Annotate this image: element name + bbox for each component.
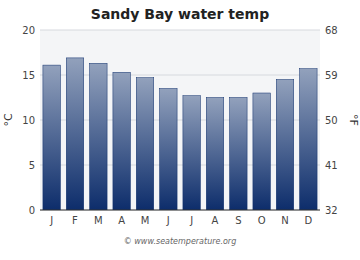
y-tick-label: 0 xyxy=(29,205,35,216)
x-tick-label: J xyxy=(166,215,170,226)
x-tick-label: S xyxy=(235,215,241,226)
chart-svg: 0 5 10 15 20 32 41 50 59 68 J F M A M J J A S O N D Sandy Bay … xyxy=(0,0,360,260)
page: {"chart_data": {"type": "bar", "title": … xyxy=(0,0,360,260)
x-tick-label: M xyxy=(94,215,103,226)
watermark: © www.seatemperature.org xyxy=(124,237,236,246)
y2-tick-label: 59 xyxy=(325,70,338,81)
x-tick-label: N xyxy=(281,215,288,226)
x-tick-label: J xyxy=(189,215,193,226)
y2-axis-label: °F xyxy=(347,114,360,126)
grid-line xyxy=(40,30,320,31)
y2-tick-label: 32 xyxy=(325,205,338,216)
bar xyxy=(300,69,318,210)
bar xyxy=(66,58,84,210)
plot-background xyxy=(40,30,320,210)
y-axis-label: °C xyxy=(2,113,15,127)
x-tick-label: D xyxy=(304,215,312,226)
bar xyxy=(160,89,178,211)
chart-container: 0 5 10 15 20 32 41 50 59 68 J F M A M J J A S O N D Sandy Bay … xyxy=(0,0,360,260)
title: Sandy Bay water temp xyxy=(91,6,269,22)
bar xyxy=(113,72,130,210)
y-tick-label: 5 xyxy=(29,160,35,171)
x-tick-label: O xyxy=(258,215,266,226)
x-tick-label: M xyxy=(141,215,150,226)
bar xyxy=(206,98,224,211)
y2-tick-label: 50 xyxy=(325,115,338,126)
bar xyxy=(183,96,201,210)
x-tick-label: A xyxy=(212,215,219,226)
bar xyxy=(136,78,154,210)
y-tick-label: 15 xyxy=(22,70,35,81)
x-tick-label: F xyxy=(72,215,78,226)
bar xyxy=(253,93,271,210)
x-axis-line xyxy=(40,210,320,211)
x-tick-label: J xyxy=(49,215,53,226)
grid-line xyxy=(40,210,320,211)
y-tick-label: 10 xyxy=(22,115,35,126)
bar xyxy=(43,65,61,210)
y-tick-label: 20 xyxy=(22,25,35,36)
bar xyxy=(90,63,108,210)
y2-tick-label: 41 xyxy=(325,160,338,171)
bars xyxy=(43,58,317,210)
x-tick-label: A xyxy=(118,215,125,226)
y2-tick-label: 68 xyxy=(325,25,338,36)
bar xyxy=(276,80,294,211)
bar xyxy=(230,98,248,211)
